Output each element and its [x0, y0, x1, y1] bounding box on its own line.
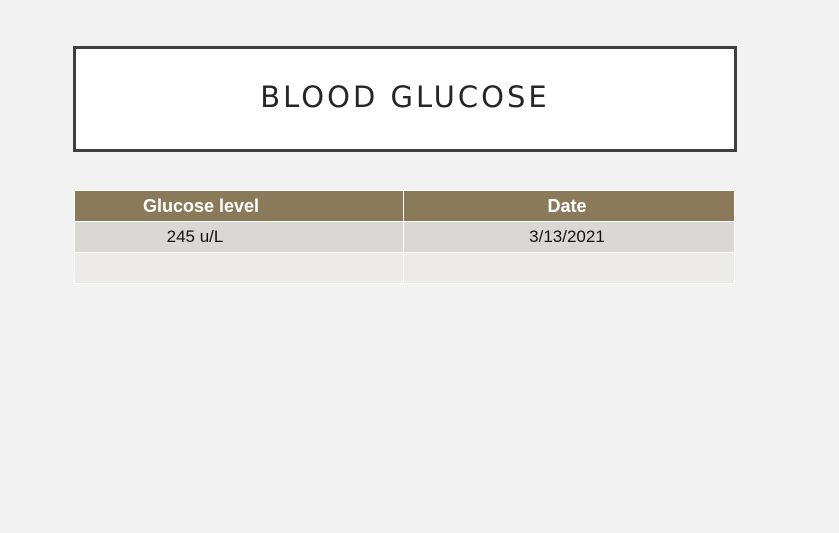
- header-date: Date: [403, 190, 735, 222]
- slide-title: BLOOD GLUCOSE: [260, 80, 550, 114]
- title-box: BLOOD GLUCOSE: [73, 46, 737, 152]
- table-row: 245 u/L 3/13/2021: [74, 221, 735, 253]
- cell-date: [403, 252, 735, 284]
- cell-glucose-level: [74, 252, 404, 284]
- cell-glucose-level-value: 245 u/L: [166, 227, 224, 246]
- header-glucose-level: Glucose level: [74, 190, 404, 222]
- table-header-row: Glucose level Date: [74, 190, 735, 222]
- glucose-table: Glucose level Date 245 u/L 3/13/2021: [74, 190, 735, 284]
- cell-glucose-level: 245 u/L: [74, 221, 404, 253]
- cell-date-value: 3/13/2021: [529, 227, 605, 246]
- header-glucose-level-label: Glucose level: [142, 195, 260, 216]
- cell-date: 3/13/2021: [403, 221, 735, 253]
- table-row: [74, 252, 735, 284]
- header-date-label: Date: [547, 195, 587, 216]
